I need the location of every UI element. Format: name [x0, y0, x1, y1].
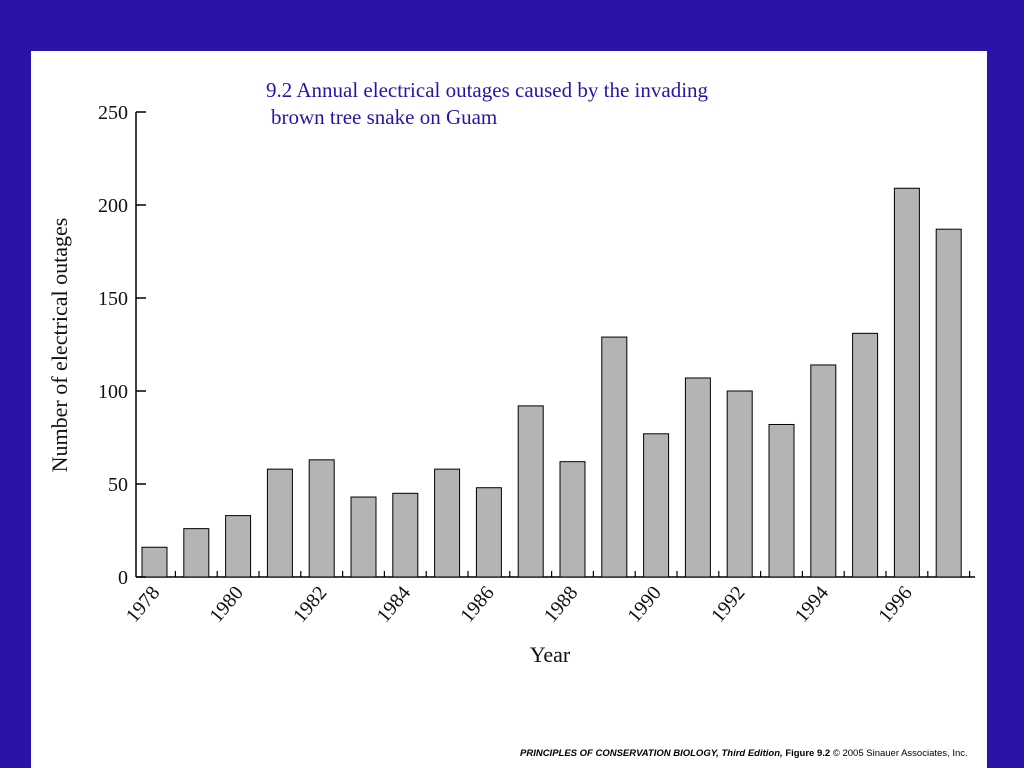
y-tick-label-150: 150: [98, 288, 128, 310]
caption-line-1: 9.2 Annual electrical outages caused by …: [266, 78, 709, 102]
caption-line-2: brown tree snake on Guam: [271, 105, 498, 129]
y-tick-label-200: 200: [98, 195, 128, 217]
x-axis-ticks: 1978 1980 1982 1984 1986 1988 1990 1992 1994 1996: [122, 571, 971, 627]
figure-caption: 9.2 Annual electrical outages caused by …: [266, 77, 866, 131]
bar-1997: [935, 228, 962, 578]
bar-1982: [308, 459, 335, 578]
figure-credit: PRINCIPLES OF CONSERVATION BIOLOGY, Thir…: [520, 748, 980, 759]
x-tick-label-1986: 1986: [456, 582, 499, 627]
bar-1989: [601, 336, 628, 578]
bar-1990: [643, 433, 670, 578]
bar-1983: [350, 496, 377, 578]
y-tick-label-100: 100: [98, 381, 128, 403]
bar-1984: [392, 492, 419, 578]
x-tick-label-1996: 1996: [874, 582, 917, 627]
bar-1987: [517, 405, 544, 578]
x-axis-label: Year: [530, 642, 571, 667]
bar-1985: [434, 468, 461, 578]
bar-1981: [266, 468, 293, 578]
y-tick-label-0: 0: [118, 567, 128, 589]
x-tick-label-1980: 1980: [205, 582, 248, 627]
x-tick-label-1994: 1994: [791, 582, 834, 627]
y-axis-ticks: 0 50 100 150 200 250: [98, 102, 146, 589]
y-tick-label-50: 50: [108, 474, 128, 496]
bar-1996: [893, 187, 920, 578]
x-tick-label-1990: 1990: [623, 582, 666, 627]
chart-bars: [141, 187, 962, 578]
x-tick-label-1984: 1984: [373, 582, 416, 627]
bar-1993: [768, 423, 795, 578]
x-tick-label-1988: 1988: [540, 582, 583, 627]
bar-1978: [141, 546, 168, 578]
bar-1994: [810, 364, 837, 578]
book-title: PRINCIPLES OF CONSERVATION BIOLOGY, Thir…: [520, 748, 783, 759]
bar-1991: [684, 377, 711, 578]
bar-1988: [559, 461, 586, 578]
copyright-text: © 2005 Sinauer Associates, Inc.: [832, 748, 968, 759]
y-axis-label: Number of electrical outages: [47, 218, 72, 473]
figure-number: Figure 9.2: [785, 748, 831, 759]
x-tick-label-1978: 1978: [122, 582, 165, 627]
bar-1995: [852, 332, 879, 578]
bar-1986: [475, 487, 502, 578]
bar-1992: [726, 390, 753, 578]
bar-1980: [225, 515, 252, 578]
x-tick-label-1992: 1992: [707, 582, 750, 627]
x-tick-label-1982: 1982: [289, 582, 332, 627]
chart-axes: [135, 112, 975, 578]
y-tick-label-250: 250: [98, 102, 128, 124]
bar-1979: [183, 528, 210, 578]
